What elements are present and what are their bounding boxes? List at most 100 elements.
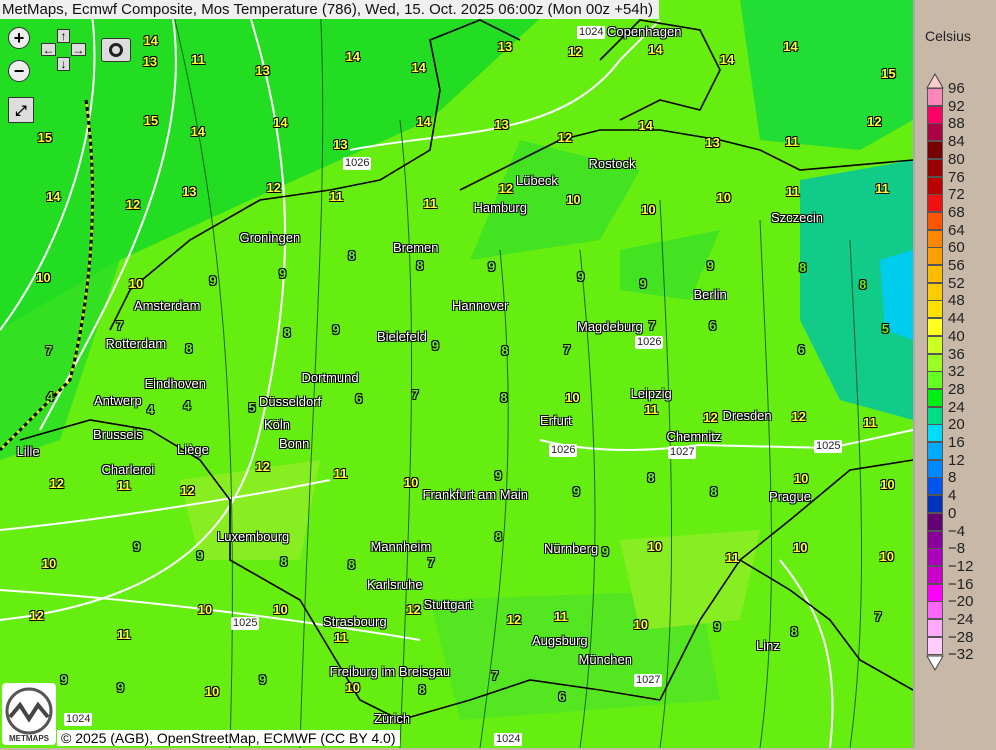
legend-label: 4 [948,487,957,505]
temperature-value: 4 [46,388,54,404]
temperature-value: 14 [273,115,288,131]
temperature-value: 10 [204,684,220,700]
temperature-value: 7 [563,341,571,357]
weather-map[interactable]: Copenhagen Rostock Lübeck Hamburg Szczecin Gr… [0,0,913,748]
legend-swatch [927,601,943,620]
temperature-value: 10 [716,190,731,206]
temperature-value: 13 [182,183,197,199]
legend-label: 88 [948,115,965,133]
copyright[interactable]: © 2025 (AGB), OpenStreetMap, ECMWF (CC B… [57,730,400,746]
temperature-value: 12 [29,608,45,624]
temperature-value: 9 [332,321,340,337]
legend-swatch [927,530,943,549]
temperature-value: 8 [500,389,508,405]
temperature-value: 8 [185,340,193,356]
legend-swatch [927,105,943,124]
legend-label: 72 [948,186,965,204]
temperature-value: 9 [259,671,267,687]
isobar-label: 1024 [577,25,606,39]
legend-swatch [927,229,943,248]
legend-swatch [927,194,943,213]
temperature-value: 9 [60,672,68,688]
city-label: Szczecin [771,209,824,225]
isobar-label: 1025 [231,616,260,630]
temperature-value: 14 [46,189,61,205]
temperature-value: 8 [799,260,807,276]
city-label: Chemnitz [666,428,722,444]
pan-right-button[interactable]: → [71,43,86,57]
zoom-out-icon[interactable]: − [8,60,30,82]
temperature-value: 14 [416,113,431,129]
temperature-value: 10 [641,202,656,218]
legend-swatch [927,282,943,301]
temperature-value: 6 [797,341,805,357]
legend-label: −24 [948,611,974,628]
legend-unit: Celsius [925,28,971,44]
temperature-value: 8 [280,554,288,570]
temperature-value: 11 [785,133,799,149]
temperature-value: 9 [713,619,721,635]
isobar-label: 1026 [343,156,372,170]
legend-swatch [927,406,943,425]
color-legend: Celsius 96 92 88 84 80 76 72 68 64 60 56 52 48 44 40 36… [913,0,996,748]
legend-label: 68 [948,203,965,221]
camera-icon[interactable] [101,38,131,62]
temperature-value: 12 [791,409,806,425]
temperature-value: 8 [347,556,356,572]
temperature-value: 12 [125,196,141,212]
legend-swatch [927,565,943,584]
temperature-value: 13 [497,39,513,55]
city-label: Rostock [588,155,636,171]
temperature-value: 9 [209,272,217,288]
temperature-value: 10 [633,616,648,632]
city-label: Nürnberg [544,540,599,556]
city-label: Dortmund [301,369,359,385]
city-label: Magdeburg [577,318,643,334]
legend-swatch [927,335,943,354]
legend-label: −28 [948,628,974,646]
temperature-value: 11 [875,180,890,196]
legend-label: 44 [948,310,965,328]
legend-swatch [927,442,943,460]
temperature-value: 11 [191,52,206,68]
temperature-value: 10 [345,679,360,695]
legend-swatch [927,158,943,177]
city-label: Eindhoven [144,375,206,391]
legend-swatch [927,176,943,195]
city-label: Leipzig [630,385,672,401]
legend-label: 92 [948,97,965,115]
temperature-value: 8 [416,257,424,273]
isobar-label: 1025 [814,439,843,453]
city-label: Rotterdam [105,335,167,351]
temperature-value: 11 [117,626,131,642]
legend-swatch [927,459,943,478]
svg-text:METMAPS: METMAPS [9,734,50,743]
city-label: Köln [264,416,291,432]
temperature-value: 7 [116,318,124,334]
temperature-value: 10 [880,477,895,493]
legend-label: 32 [948,363,965,381]
legend-label: 84 [948,133,965,151]
temperature-value: 7 [411,387,419,403]
temperature-value: 9 [577,269,585,285]
temperature-value: 10 [403,475,419,490]
isobar-label: 1027 [634,673,663,687]
isobar-label: 1026 [549,443,578,457]
zoom-in-icon[interactable]: + [8,27,30,49]
temperature-value: 12 [567,44,583,60]
temperature-value: 12 [498,180,514,196]
pan-up-button[interactable]: ↑ [57,29,70,43]
fullscreen-icon[interactable]: ⤢ [8,97,34,123]
border-dotted [0,99,94,452]
pan-down-button[interactable]: ↓ [57,57,70,71]
temperature-value: 7 [648,318,656,334]
city-label: Groningen [239,229,301,245]
temperature-value: 8 [348,247,356,263]
temperature-value: 9 [431,337,439,353]
temperature-value: 4 [146,401,155,417]
temperature-value: 14 [143,33,158,49]
legend-swatch [927,424,943,443]
pan-left-button[interactable]: ← [41,43,56,57]
temperature-value: 4 [183,397,191,413]
legend-label: −20 [948,593,974,611]
